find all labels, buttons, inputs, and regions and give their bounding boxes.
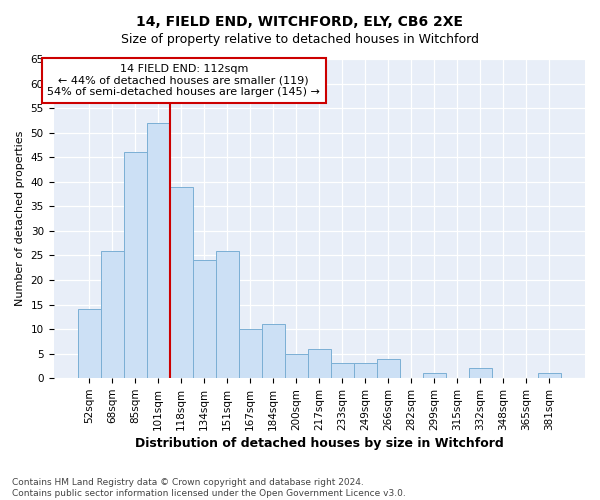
Bar [354, 364, 377, 378]
Bar [101, 250, 124, 378]
Y-axis label: Number of detached properties: Number of detached properties [15, 131, 25, 306]
Text: 14 FIELD END: 112sqm
← 44% of detached houses are smaller (119)
54% of semi-deta: 14 FIELD END: 112sqm ← 44% of detached h… [47, 64, 320, 97]
Text: Size of property relative to detached houses in Witchford: Size of property relative to detached ho… [121, 32, 479, 46]
Bar [193, 260, 216, 378]
Text: Contains HM Land Registry data © Crown copyright and database right 2024.
Contai: Contains HM Land Registry data © Crown c… [12, 478, 406, 498]
Bar [469, 368, 492, 378]
Bar [77, 310, 101, 378]
Bar [331, 364, 354, 378]
Bar [538, 374, 561, 378]
Bar [308, 348, 331, 378]
X-axis label: Distribution of detached houses by size in Witchford: Distribution of detached houses by size … [135, 437, 503, 450]
Bar [377, 358, 400, 378]
Bar [239, 329, 262, 378]
Bar [216, 250, 239, 378]
Bar [423, 374, 446, 378]
Bar [285, 354, 308, 378]
Bar [262, 324, 285, 378]
Bar [170, 186, 193, 378]
Bar [147, 123, 170, 378]
Bar [124, 152, 147, 378]
Text: 14, FIELD END, WITCHFORD, ELY, CB6 2XE: 14, FIELD END, WITCHFORD, ELY, CB6 2XE [137, 15, 464, 29]
